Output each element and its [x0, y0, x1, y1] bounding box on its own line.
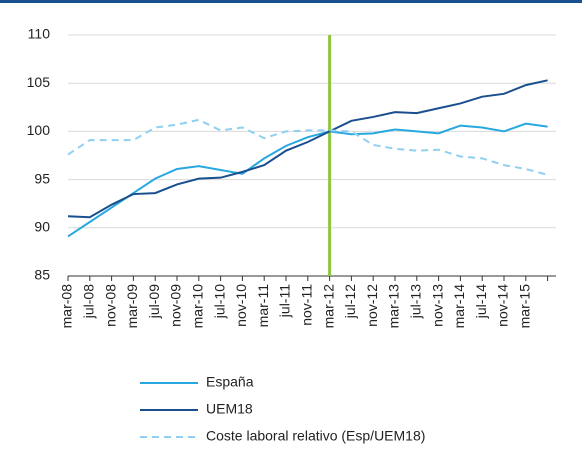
top-border [0, 0, 582, 3]
legend-label: Coste laboral relativo (Esp/UEM18) [206, 428, 425, 444]
x-tick-label: nov-13 [429, 284, 445, 327]
x-tick-label: mar-14 [451, 284, 467, 329]
x-tick-label: jul-10 [211, 284, 227, 319]
x-tick-label: mar-13 [386, 284, 402, 329]
x-tick-label: mar-08 [59, 284, 75, 329]
x-tick-label: nov-10 [233, 284, 249, 327]
legend-label: España [206, 374, 254, 390]
x-tick-label: jul-13 [408, 284, 424, 319]
x-tick-label: nov-09 [168, 284, 184, 327]
legend-label: UEM18 [206, 401, 253, 417]
y-tick-label: 105 [27, 74, 51, 90]
series-line [67, 118, 548, 176]
x-tick-label: nov-08 [102, 284, 118, 327]
x-tick-label: mar-11 [255, 284, 271, 328]
x-tick-label: mar-15 [517, 284, 533, 329]
x-tick-label: mar-12 [320, 284, 336, 329]
x-tick-label: jul-08 [81, 284, 97, 319]
y-tick-label: 85 [34, 267, 50, 283]
x-tick-label: jul-09 [146, 284, 162, 319]
x-tick-label: jul-14 [473, 284, 489, 319]
y-tick-label: 95 [34, 170, 50, 186]
series-line [67, 122, 548, 238]
y-tick-label: 90 [34, 219, 50, 235]
x-tick-label: mar-10 [190, 284, 206, 329]
series-line [67, 79, 548, 219]
x-tick-label: mar-09 [124, 284, 140, 329]
y-tick-label: 110 [28, 26, 51, 42]
x-tick-label: nov-11 [299, 284, 315, 326]
x-tick-label: jul-11 [277, 284, 293, 318]
x-tick-label: nov-14 [495, 284, 511, 327]
y-tick-label: 100 [27, 122, 51, 138]
x-tick-label: jul-12 [342, 284, 358, 319]
x-tick-label: nov-12 [364, 284, 380, 327]
